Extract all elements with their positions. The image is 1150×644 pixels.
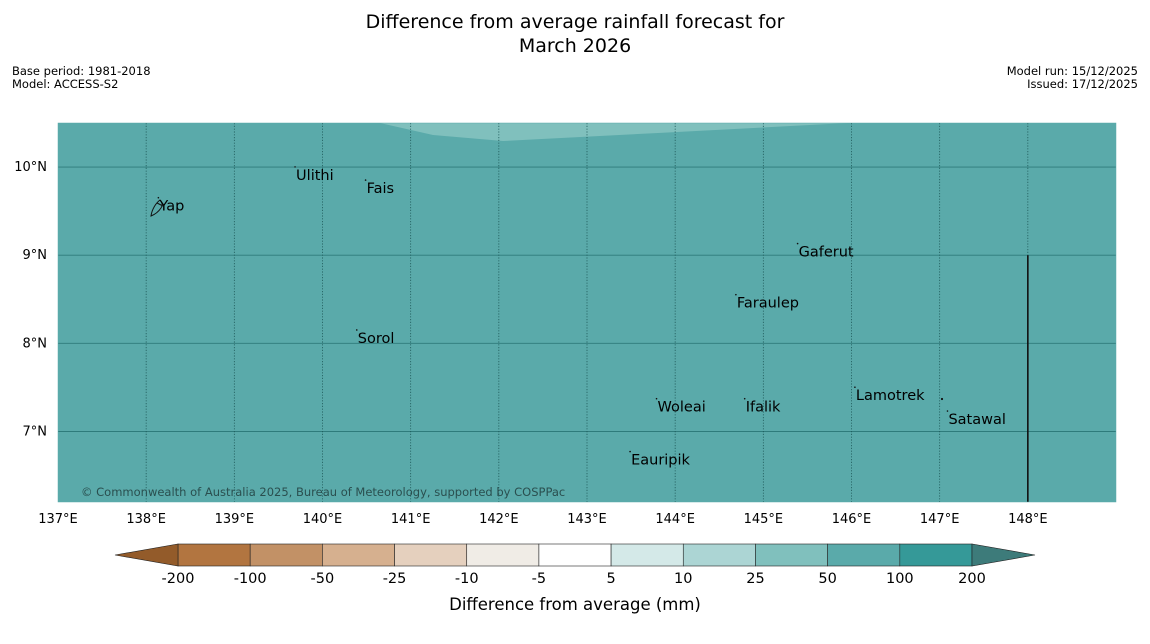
lat-tick-label: 9°N [23, 248, 48, 263]
lat-tick-label: 8°N [23, 336, 48, 351]
colorbar-segment [177, 543, 251, 567]
colorbar-segment [827, 543, 901, 567]
colorbar-tick-label: 100 [886, 571, 914, 587]
colorbar-extend-low [114, 543, 179, 567]
colorbar-segment [682, 543, 756, 567]
colorbar-tick-label: -100 [234, 571, 267, 587]
island-marker [743, 397, 746, 400]
island-marker [629, 450, 631, 453]
colorbar-tick-label: 5 [606, 571, 615, 587]
colorbar-tick-label: -200 [162, 571, 195, 587]
lon-tick-label: 147°E [920, 512, 960, 527]
colorbar-tick-label: -25 [383, 571, 407, 587]
place-label: Ulithi [296, 168, 334, 184]
meta-right: Model run: 15/12/2025 Issued: 17/12/2025 [1007, 65, 1138, 91]
place-label: Gaferut [799, 245, 854, 261]
lon-tick-label: 143°E [567, 512, 607, 527]
place-label: Satawal [948, 412, 1005, 428]
title-line-2: March 2026 [518, 35, 632, 57]
island-dot [940, 397, 944, 401]
lat-tick-label: 10°N [14, 160, 47, 175]
place-label: Yap [158, 199, 184, 215]
place-label: Woleai [658, 400, 706, 416]
copyright-text: © Commonwealth of Australia 2025, Bureau… [81, 485, 565, 499]
island-marker [655, 397, 658, 400]
colorbar-label: Difference from average (mm) [449, 595, 701, 614]
yap-island-outline [150, 199, 164, 217]
colorbar-segment [610, 543, 684, 567]
colorbar-extend-high [971, 543, 1036, 567]
lat-tick-label: 7°N [23, 424, 48, 439]
place-label: Ifalik [746, 400, 781, 416]
issued-date: Issued: 17/12/2025 [1027, 77, 1138, 91]
island-marker [946, 410, 949, 412]
island-marker [294, 166, 296, 168]
colorbar-segment [899, 543, 973, 567]
place-label: Lamotrek [856, 388, 925, 404]
colorbar-tick-label: 10 [674, 571, 692, 587]
island-marker [364, 179, 367, 181]
colorbar-tick-label: 50 [818, 571, 836, 587]
base-period: Base period: 1981-2018 [12, 64, 151, 78]
place-label: Sorol [358, 331, 395, 347]
map-title: Difference from average rainfall forecas… [0, 10, 1150, 58]
map-frame [57, 122, 1117, 503]
lon-tick-label: 142°E [479, 512, 519, 527]
lon-tick-label: 141°E [391, 512, 431, 527]
map-background [58, 123, 1116, 502]
place-label: Fais [367, 181, 394, 197]
colorbar-tick-label: -5 [532, 571, 546, 587]
colorbar-segment [322, 543, 395, 567]
colorbar-tick-label: -50 [311, 571, 335, 587]
lon-tick-label: 148°E [1008, 512, 1048, 527]
colorbar-segment [249, 543, 323, 567]
anomaly-region-25-50 [380, 123, 848, 141]
place-label: Eauripik [631, 453, 690, 469]
colorbar-tick-label: 25 [746, 571, 764, 587]
place-label: Faraulep [737, 296, 799, 312]
model-run: Model run: 15/12/2025 [1006, 64, 1138, 78]
model-name: Model: ACCESS-S2 [12, 77, 119, 91]
title-line-1: Difference from average rainfall forecas… [365, 11, 785, 33]
island-marker [796, 242, 799, 245]
lon-tick-label: 140°E [303, 512, 343, 527]
map-layer [58, 123, 1116, 502]
colorbar-tick-label: -10 [455, 571, 479, 587]
lon-tick-label: 138°E [126, 512, 166, 527]
lon-tick-label: 137°E [38, 512, 78, 527]
meta-left: Base period: 1981-2018 Model: ACCESS-S2 [12, 65, 151, 91]
island-marker [355, 329, 358, 331]
colorbar-segment [755, 543, 828, 567]
lon-tick-label: 146°E [832, 512, 872, 527]
lon-tick-label: 145°E [744, 512, 784, 527]
lon-tick-label: 144°E [655, 512, 695, 527]
colorbar-segment [466, 543, 540, 567]
colorbar-segment [394, 543, 468, 567]
island-marker [854, 386, 856, 389]
colorbar-tick-label: 200 [958, 571, 986, 587]
island-marker [157, 196, 160, 199]
island-marker [735, 293, 737, 296]
lon-tick-label: 139°E [215, 512, 255, 527]
colorbar-segment [538, 543, 612, 567]
